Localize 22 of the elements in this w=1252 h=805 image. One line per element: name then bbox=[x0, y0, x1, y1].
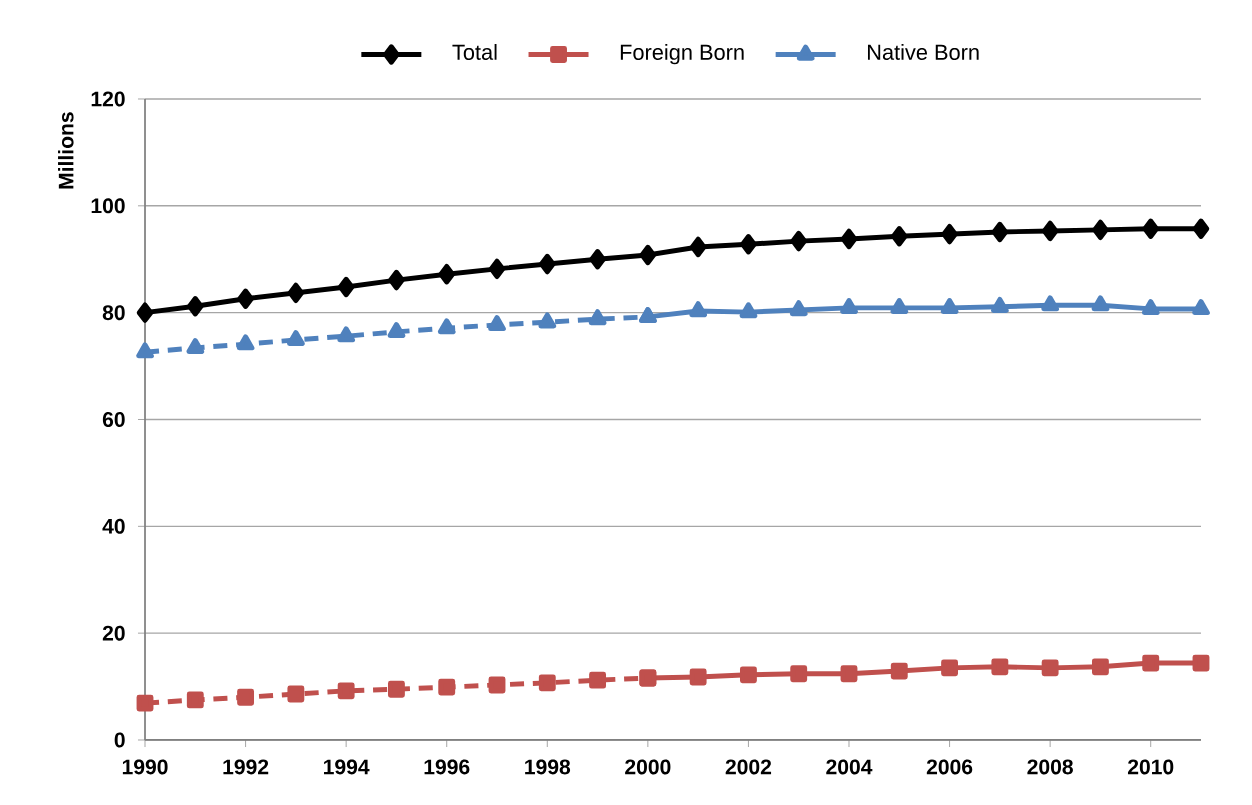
y-axis-title: Millions bbox=[58, 112, 74, 189]
x-tick-label: 1994 bbox=[324, 759, 370, 775]
x-tick-label: 2000 bbox=[625, 759, 671, 775]
x-tick-label: 1992 bbox=[223, 759, 269, 775]
legend-label: Foreign Born bbox=[620, 43, 744, 65]
x-tick-label: 2004 bbox=[826, 759, 873, 775]
legend-label: Native Born bbox=[867, 43, 979, 60]
y-tick-label: 100 bbox=[91, 198, 125, 214]
x-tick-label: 1990 bbox=[122, 759, 168, 775]
y-tick-label: 120 bbox=[91, 91, 125, 107]
x-tick-label: 1998 bbox=[525, 759, 571, 775]
y-tick-label: 80 bbox=[102, 305, 125, 321]
x-tick-label: 2010 bbox=[1127, 759, 1174, 775]
x-tick-label: 2006 bbox=[926, 759, 973, 775]
y-tick-label: 0 bbox=[114, 732, 125, 748]
y-tick-label: 60 bbox=[102, 412, 125, 427]
x-tick-label: 2002 bbox=[725, 759, 772, 775]
y-tick-label: 20 bbox=[102, 625, 125, 641]
x-tick-label: 1996 bbox=[424, 759, 470, 775]
legend-label: Total bbox=[452, 43, 497, 60]
x-tick-label: 2008 bbox=[1027, 759, 1073, 775]
y-tick-label: 40 bbox=[102, 518, 125, 534]
